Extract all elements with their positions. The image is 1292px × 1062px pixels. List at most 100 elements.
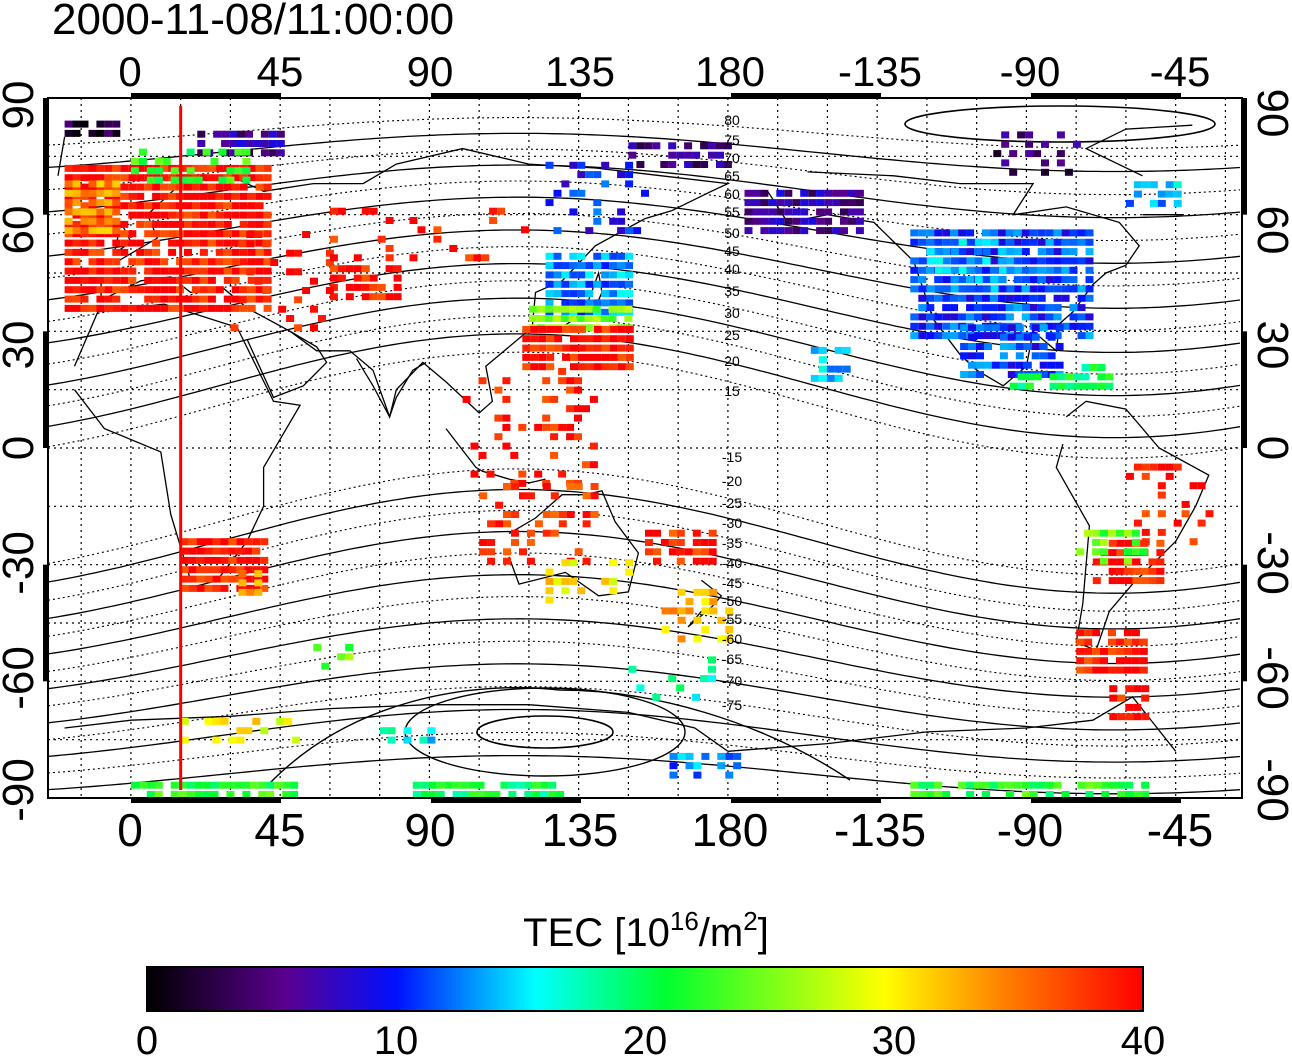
tec-cell <box>160 305 168 312</box>
tec-cell <box>1140 548 1148 555</box>
tec-cell <box>926 229 934 236</box>
tec-cell <box>136 258 144 265</box>
tec-cell <box>197 538 205 545</box>
tec-cell <box>1034 373 1042 380</box>
tec-cell <box>1070 257 1078 264</box>
tec-cell <box>228 538 236 545</box>
tec-cell <box>968 324 976 331</box>
tec-cell <box>934 239 942 246</box>
tec-cell <box>242 158 250 165</box>
tec-cell <box>1030 257 1038 264</box>
tec-cell <box>184 230 192 237</box>
tec-cell <box>144 296 152 303</box>
tec-cell <box>81 249 89 256</box>
tec-cell <box>768 227 776 234</box>
tec-cell <box>668 161 676 168</box>
tec-cell <box>617 218 625 225</box>
tec-cell <box>966 791 974 798</box>
tec-cell <box>760 208 768 215</box>
tec-cell <box>1066 383 1074 390</box>
colorbar-tick-label: 0 <box>136 1019 158 1057</box>
tec-cell <box>229 131 237 138</box>
tec-cell <box>89 249 97 256</box>
tec-cell <box>926 295 934 302</box>
tec-cell <box>229 140 237 147</box>
tec-cell <box>96 121 104 128</box>
tec-cell <box>1109 713 1117 720</box>
tec-cell <box>1116 648 1124 655</box>
tec-cell <box>610 326 618 333</box>
tec-cell <box>709 539 717 546</box>
tec-cell <box>532 791 540 798</box>
tec-cell <box>256 193 264 200</box>
top-lon-tick: -45 <box>1150 48 1211 95</box>
tec-cell <box>950 229 958 236</box>
tec-cell <box>617 253 625 260</box>
tec-cell <box>1078 257 1086 264</box>
tec-cell <box>216 193 224 200</box>
tec-cell <box>968 362 976 369</box>
top-longitude-axis: 0 45 90 135 180 -135 -90 -45 <box>118 48 1210 95</box>
tec-cell <box>1014 248 1022 255</box>
tec-cell <box>566 377 574 384</box>
tec-cell <box>835 375 843 382</box>
tec-cell <box>693 589 701 596</box>
tec-cell <box>1073 141 1081 148</box>
tec-cell <box>1156 568 1164 575</box>
tec-cell <box>538 354 546 361</box>
tec-cell <box>1190 482 1198 489</box>
tec-cell <box>370 275 378 282</box>
tec-cell <box>824 208 832 215</box>
tec-cell <box>1109 695 1117 702</box>
tec-cell <box>984 324 992 331</box>
tec-cell <box>1046 276 1054 283</box>
tec-cell <box>1125 713 1133 720</box>
tec-cell <box>160 202 168 209</box>
tec-cell <box>990 229 998 236</box>
tec-cell <box>208 221 216 228</box>
tec-cell <box>733 762 741 769</box>
tec-cell <box>554 290 562 297</box>
tec-cell <box>216 305 224 312</box>
tec-cell <box>1108 639 1116 646</box>
tec-cell <box>546 335 554 342</box>
tec-cell <box>1033 150 1041 157</box>
tec-cell <box>463 396 471 403</box>
tec-cell <box>856 199 864 206</box>
tec-cell <box>926 332 934 339</box>
tec-cell <box>546 345 554 352</box>
tec-cell <box>824 218 832 225</box>
tec-cell <box>569 162 577 169</box>
tec-cell <box>910 791 918 798</box>
tec-cell <box>453 791 461 798</box>
tec-cell <box>330 265 338 272</box>
tec-cell <box>569 290 577 297</box>
tec-cell <box>701 598 709 605</box>
tec-cell <box>160 184 168 191</box>
tec-cell <box>330 208 338 215</box>
tec-cell <box>918 332 926 339</box>
tec-cell <box>559 511 567 518</box>
tec-cell <box>1124 530 1132 537</box>
tec-cell <box>676 152 684 159</box>
tec-cell <box>155 167 163 174</box>
tec-cell <box>1092 548 1100 555</box>
tec-cell <box>1117 558 1125 565</box>
tec-cell <box>561 180 569 187</box>
tec-cell <box>264 221 272 228</box>
tec-cell <box>184 296 192 303</box>
tec-cell <box>221 131 229 138</box>
tec-cell <box>112 174 120 181</box>
tec-cell <box>1056 324 1064 331</box>
tec-cell <box>574 377 582 384</box>
tec-cell <box>968 334 976 341</box>
tec-cell <box>213 576 221 583</box>
tec-cell <box>537 315 545 322</box>
tec-cell <box>208 165 216 172</box>
tec-cell <box>238 240 246 247</box>
tec-cell <box>1066 373 1074 380</box>
contour-label: -75 <box>722 697 742 713</box>
tec-cell <box>609 578 617 585</box>
tec-cell <box>195 791 203 798</box>
tec-cell <box>1070 285 1078 292</box>
